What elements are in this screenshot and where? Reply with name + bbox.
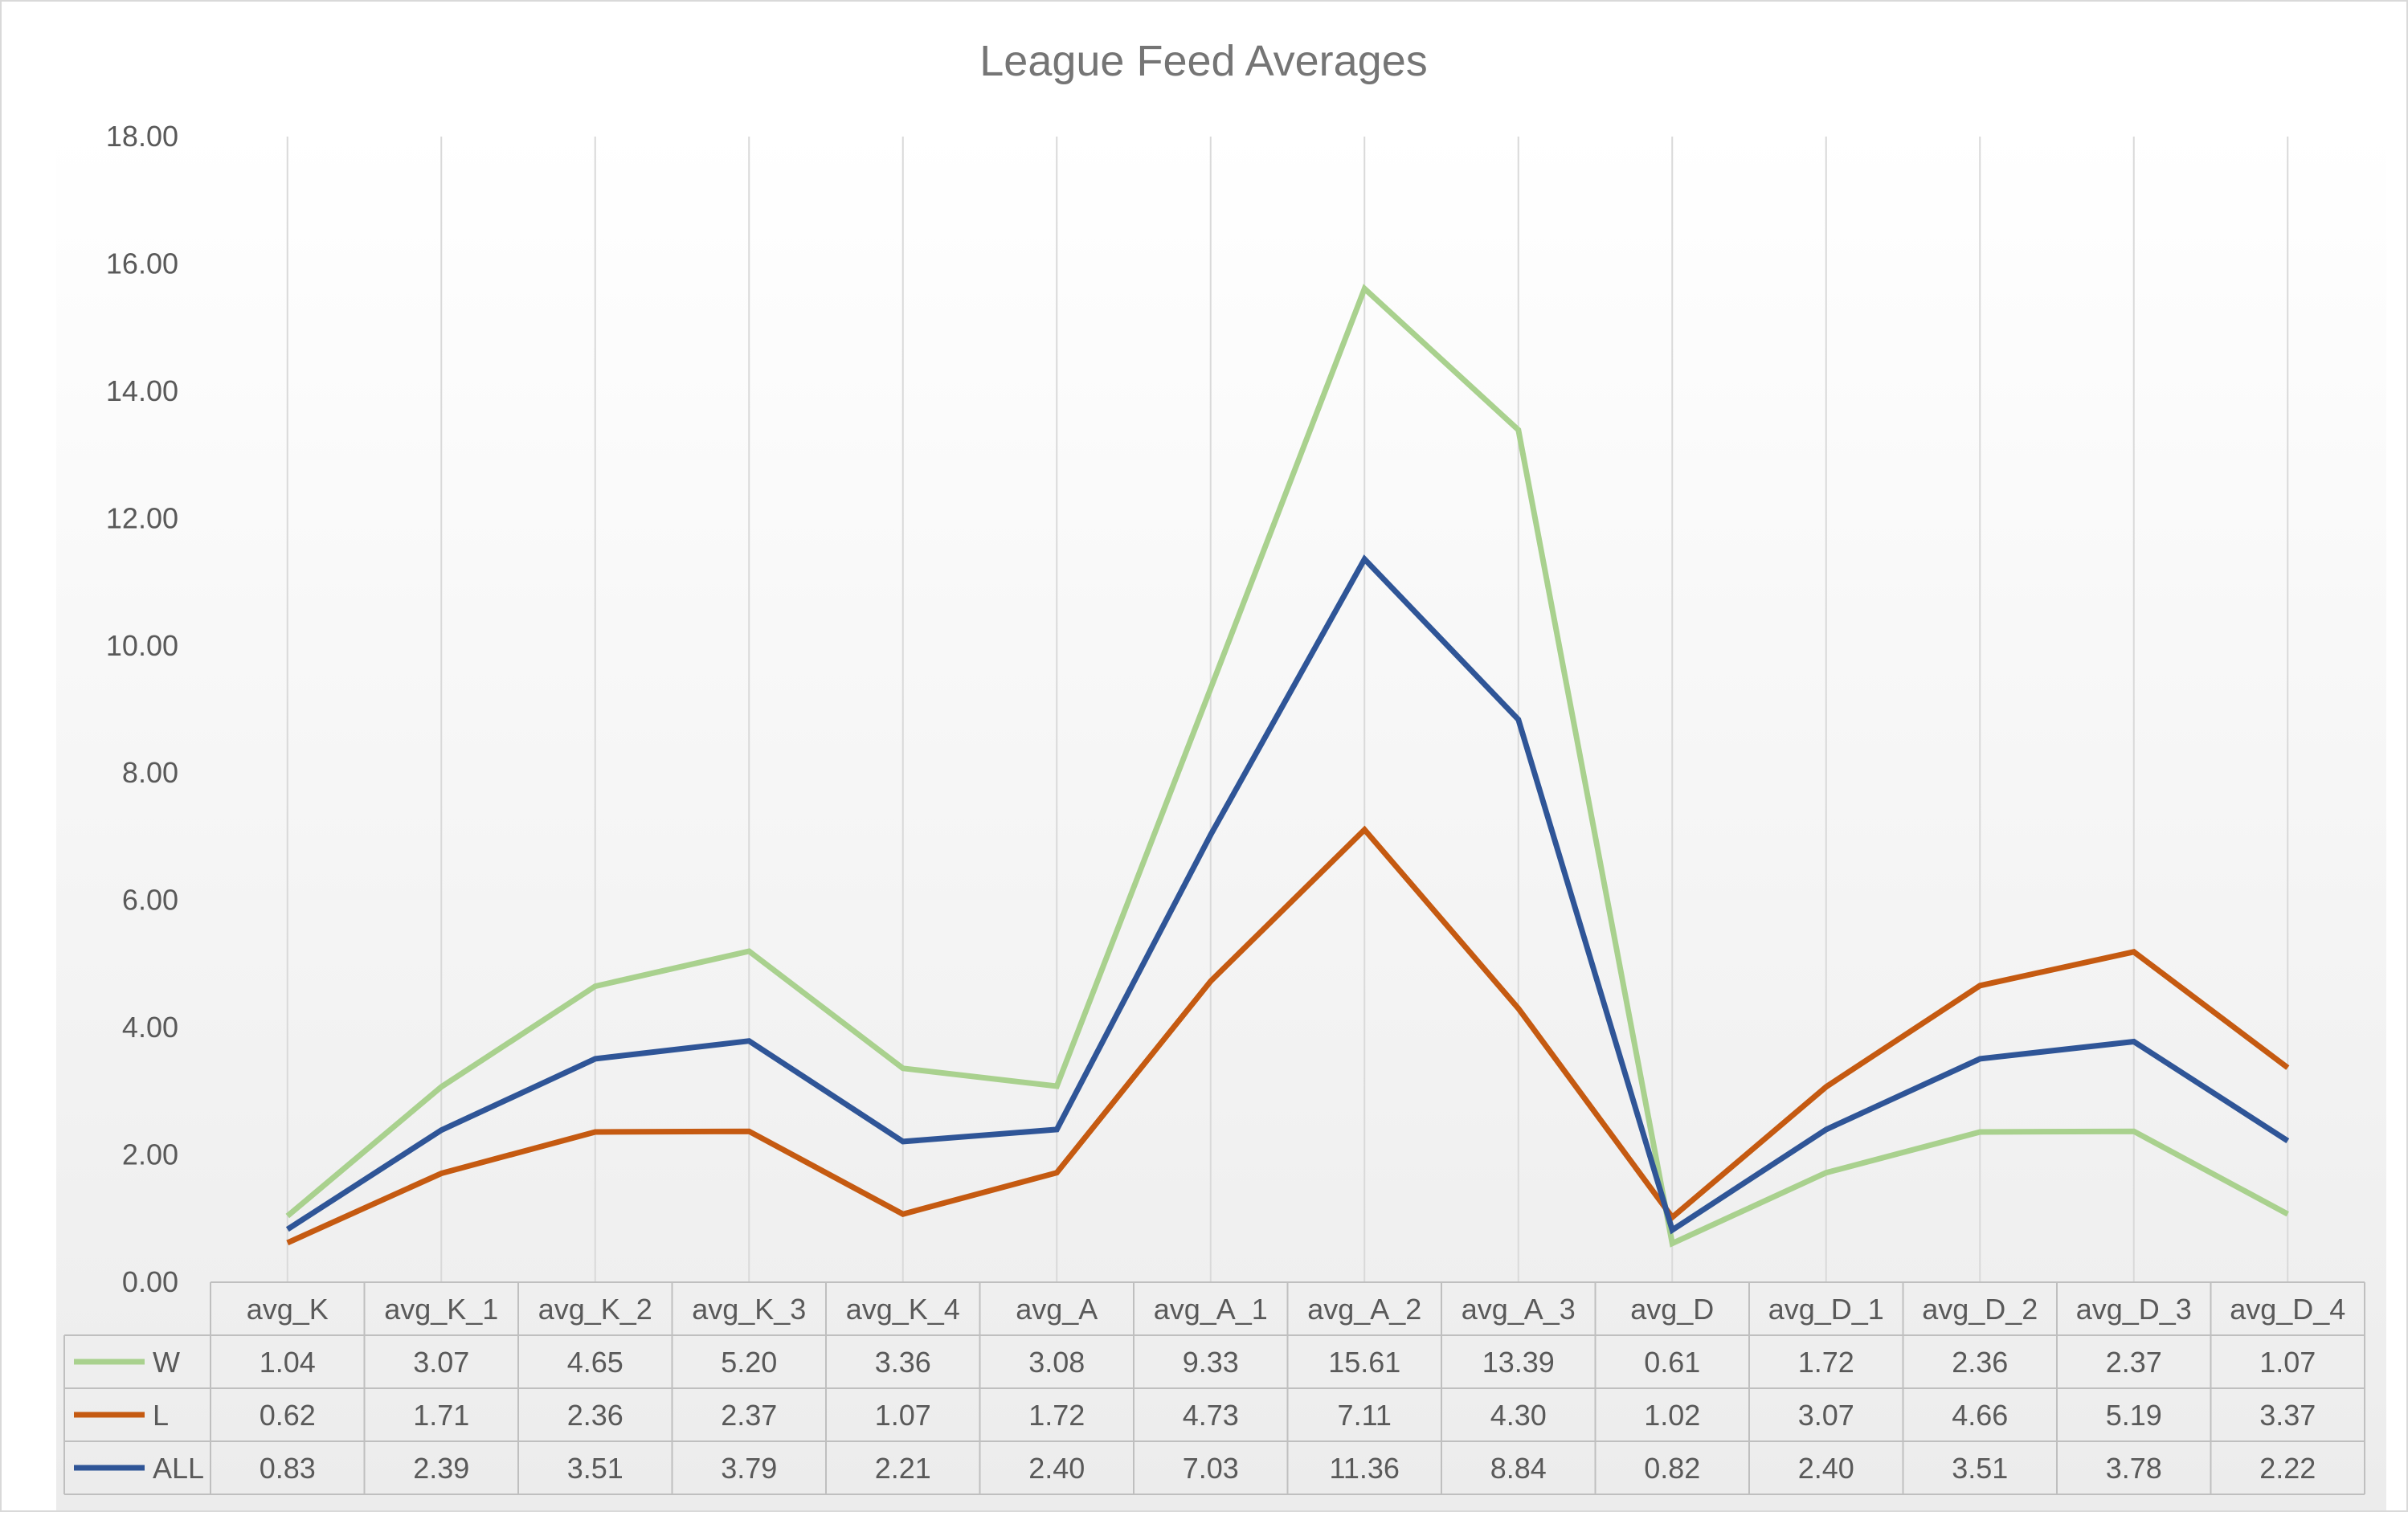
data-label: 1.72 — [1028, 1399, 1085, 1432]
data-label: 3.51 — [1952, 1452, 2008, 1485]
data-label: 2.36 — [567, 1399, 623, 1432]
data-label: 2.39 — [413, 1452, 469, 1485]
data-label: 0.62 — [260, 1399, 316, 1432]
data-label: 9.33 — [1183, 1346, 1239, 1379]
data-label: 2.36 — [1952, 1346, 2008, 1379]
data-label: 4.66 — [1952, 1399, 2008, 1432]
data-label: 2.37 — [2106, 1346, 2162, 1379]
data-label: 2.22 — [2259, 1452, 2316, 1485]
legend-label-l: L — [153, 1399, 169, 1432]
data-label: 1.71 — [413, 1399, 469, 1432]
data-label: 8.84 — [1490, 1452, 1547, 1485]
series-line-all — [285, 554, 2290, 1235]
y-tick-label: 2.00 — [122, 1138, 178, 1171]
x-tick-label: avg_A_3 — [1462, 1293, 1576, 1326]
data-label: 0.83 — [260, 1452, 316, 1485]
x-tick-label: avg_D_4 — [2230, 1293, 2345, 1326]
x-tick-label: avg_K_2 — [538, 1293, 652, 1326]
data-label: 3.51 — [567, 1452, 623, 1485]
y-tick-label: 4.00 — [122, 1011, 178, 1044]
data-label: 0.61 — [1644, 1346, 1700, 1379]
data-label: 1.02 — [1644, 1399, 1700, 1432]
data-label: 3.79 — [721, 1452, 777, 1485]
data-label: 4.30 — [1490, 1399, 1547, 1432]
data-label: 0.82 — [1644, 1452, 1700, 1485]
x-tick-label: avg_D — [1630, 1293, 1714, 1326]
data-label: 5.19 — [2106, 1399, 2162, 1432]
series-line-l — [286, 825, 2290, 1246]
data-label: 4.73 — [1183, 1399, 1239, 1432]
data-label: 2.37 — [721, 1399, 777, 1432]
y-tick-label: 18.00 — [106, 120, 178, 153]
data-label: 2.40 — [1028, 1452, 1085, 1485]
series-line-w — [285, 284, 2289, 1248]
y-tick-label: 8.00 — [122, 756, 178, 789]
data-label: 1.04 — [260, 1346, 316, 1379]
x-tick-label: avg_D_2 — [1922, 1293, 2038, 1326]
data-label: 11.36 — [1330, 1452, 1400, 1485]
data-label: 7.03 — [1183, 1452, 1239, 1485]
y-tick-label: 12.00 — [106, 501, 178, 534]
data-label: 1.07 — [875, 1399, 931, 1432]
data-label: 3.07 — [413, 1346, 469, 1379]
data-label: 13.39 — [1482, 1346, 1555, 1379]
data-label: 1.07 — [2259, 1346, 2316, 1379]
data-label: 3.07 — [1798, 1399, 1854, 1432]
x-tick-label: avg_D_3 — [2076, 1293, 2192, 1326]
data-label: 3.08 — [1028, 1346, 1085, 1379]
data-label: 2.21 — [875, 1452, 931, 1485]
x-tick-label: avg_K — [247, 1293, 329, 1326]
data-label: 5.20 — [721, 1346, 777, 1379]
data-label: 2.40 — [1798, 1452, 1854, 1485]
series-lines — [285, 284, 2290, 1248]
y-tick-label: 14.00 — [106, 374, 178, 407]
data-label: 3.78 — [2106, 1452, 2162, 1485]
legend-label-all: ALL — [153, 1452, 204, 1485]
data-label: 3.36 — [875, 1346, 931, 1379]
y-axis-ticks: 0.00 2.00 4.00 6.00 8.00 10.00 12.00 14.00 16.00… — [106, 120, 178, 1298]
gridlines — [286, 137, 2289, 1282]
x-tick-label: avg_K_1 — [384, 1293, 498, 1326]
y-tick-label: 16.00 — [106, 247, 178, 280]
legend-label-w: W — [153, 1346, 180, 1379]
x-tick-label: avg_A_2 — [1307, 1293, 1421, 1326]
x-tick-label: avg_A — [1016, 1293, 1098, 1326]
y-tick-label: 10.00 — [106, 629, 178, 662]
y-tick-label: 0.00 — [122, 1265, 178, 1298]
data-table: avg_K avg_K_1 avg_K_2 avg_K_3 avg_K_4 avg_A av… — [63, 1281, 2365, 1495]
x-tick-label: avg_A_1 — [1154, 1293, 1268, 1326]
data-label: 4.65 — [567, 1346, 623, 1379]
x-tick-label: avg_D_1 — [1768, 1293, 1884, 1326]
data-label: 3.37 — [2259, 1399, 2316, 1432]
x-tick-label: avg_K_3 — [692, 1293, 806, 1326]
y-tick-label: 6.00 — [122, 884, 178, 917]
x-tick-label: avg_K_4 — [846, 1293, 960, 1326]
chart-title: League Feed Averages — [979, 37, 1427, 85]
data-label: 1.72 — [1798, 1346, 1854, 1379]
data-label: 7.11 — [1338, 1399, 1392, 1432]
data-label: 15.61 — [1328, 1346, 1400, 1379]
